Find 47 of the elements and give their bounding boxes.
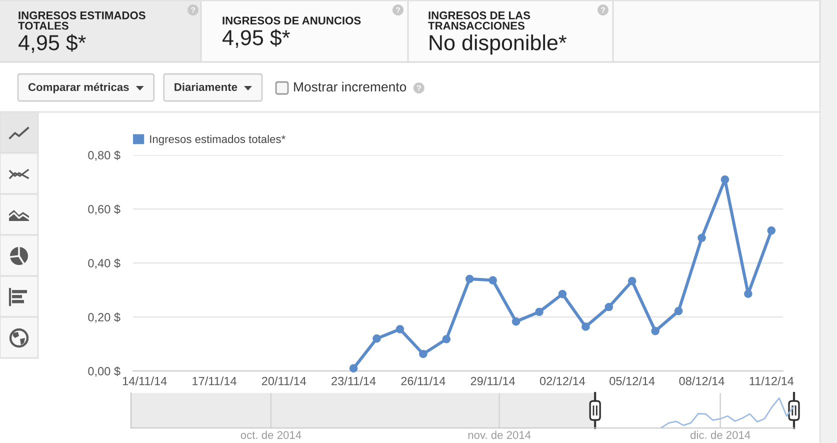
x-tick-label: 29/11/14 <box>470 376 516 386</box>
point <box>604 302 614 312</box>
text: No disponible* <box>430 34 566 55</box>
point <box>396 324 404 334</box>
point <box>674 306 683 316</box>
point <box>558 290 567 298</box>
y-tick-label: 0,00 $ <box>88 366 120 377</box>
text: Diariamente <box>174 82 238 91</box>
y-tick-label: 0,40 $ <box>88 258 120 269</box>
x-tick-label: 23/11/14 <box>332 376 376 386</box>
point <box>698 234 706 242</box>
x-tick-label: 20/11/14 <box>262 376 306 386</box>
x-tick-label: 14/11/14 <box>122 376 167 386</box>
text: INGRESOS ESTIMADOS TOTALES <box>18 11 146 30</box>
point <box>767 226 776 235</box>
y-tick-label: 0,60 $ <box>88 204 120 215</box>
point <box>349 364 358 372</box>
text: Comparar métricas <box>28 82 129 94</box>
x-tick-label: 05/12/14 <box>610 376 655 386</box>
legend-label: Ingresos estimados totales* <box>150 134 286 146</box>
x-tick-label: dic. de 2014 <box>690 430 750 439</box>
y-tick-label: 0,80 $ <box>88 150 120 161</box>
x-tick-label: oct. de 2014 <box>240 430 302 439</box>
x-tick-label: 26/11/14 <box>401 376 446 386</box>
point <box>582 322 590 331</box>
point <box>465 274 474 284</box>
y-tick-label: 0,20 $ <box>88 312 120 323</box>
point <box>744 290 752 298</box>
point <box>419 350 428 358</box>
point <box>720 175 730 184</box>
text: INGRESOS DE ANUNCIOS <box>222 16 361 24</box>
text: Mostrar incremento <box>294 82 406 92</box>
x-tick-label: 11/12/14 <box>750 376 794 386</box>
point <box>442 334 451 344</box>
x-tick-label: 08/12/14 <box>679 376 724 386</box>
point <box>651 326 660 336</box>
point <box>535 308 544 316</box>
text: INGRESOS DE LAS TRANSACCIONES <box>428 11 530 30</box>
x-tick-label: nov. de 2014 <box>468 430 531 439</box>
point <box>488 276 497 284</box>
point <box>628 276 636 286</box>
point <box>372 334 381 343</box>
text: 4,95 $* <box>222 29 290 48</box>
x-tick-label: 02/12/14 <box>540 376 586 386</box>
x-tick-label: 17/11/14 <box>192 376 236 386</box>
point <box>512 317 520 326</box>
text: 4,95 $* <box>18 34 86 53</box>
